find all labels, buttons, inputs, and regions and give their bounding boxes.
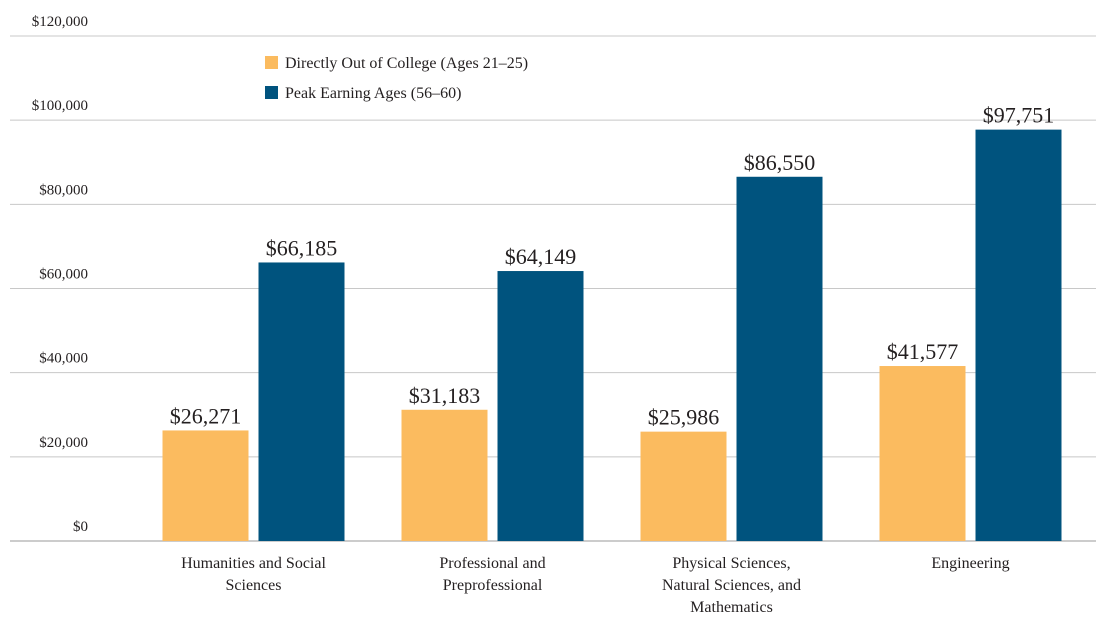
y-tick-label: $100,000 <box>32 98 88 114</box>
y-tick-label: $0 <box>73 519 88 535</box>
value-label: $41,577 <box>887 339 959 364</box>
bar <box>975 129 1062 541</box>
bar <box>879 366 966 541</box>
bar <box>162 430 249 541</box>
y-tick-label: $120,000 <box>32 14 88 30</box>
legend-swatch <box>265 86 278 99</box>
bar <box>401 409 488 541</box>
value-label: $25,986 <box>648 405 720 430</box>
value-label: $97,751 <box>983 103 1055 128</box>
value-label: $86,550 <box>744 150 816 175</box>
x-tick-label: Professional and Preprofessional <box>439 555 546 594</box>
bar <box>497 271 584 541</box>
legend-label: Directly Out of College (Ages 21–25) <box>285 55 528 72</box>
value-label: $66,185 <box>266 235 338 260</box>
bar <box>640 431 727 541</box>
x-tick-label-box: Physical Sciences, Natural Sciences, and… <box>661 555 802 616</box>
value-label: $31,183 <box>409 383 481 408</box>
x-tick-label-box: Engineering <box>931 555 1010 572</box>
value-label: $26,271 <box>170 403 242 428</box>
x-tick-label-box: Humanities and Social Sciences <box>181 555 326 594</box>
x-tick-label-box: Professional and Preprofessional <box>439 555 546 594</box>
y-tick-label: $60,000 <box>39 267 88 283</box>
y-tick-label: $20,000 <box>39 435 88 451</box>
value-label: $64,149 <box>505 244 577 269</box>
x-tick-label: Physical Sciences, Natural Sciences, and… <box>661 555 802 616</box>
x-tick-label: Engineering <box>931 555 1010 572</box>
x-tick-label: Humanities and Social Sciences <box>181 555 326 594</box>
legend-swatch <box>265 56 278 69</box>
y-tick-label: $40,000 <box>39 351 88 367</box>
legend-label: Peak Earning Ages (56–60) <box>285 85 461 102</box>
bar <box>736 176 823 542</box>
y-tick-label: $80,000 <box>39 182 88 198</box>
bar <box>258 262 345 541</box>
